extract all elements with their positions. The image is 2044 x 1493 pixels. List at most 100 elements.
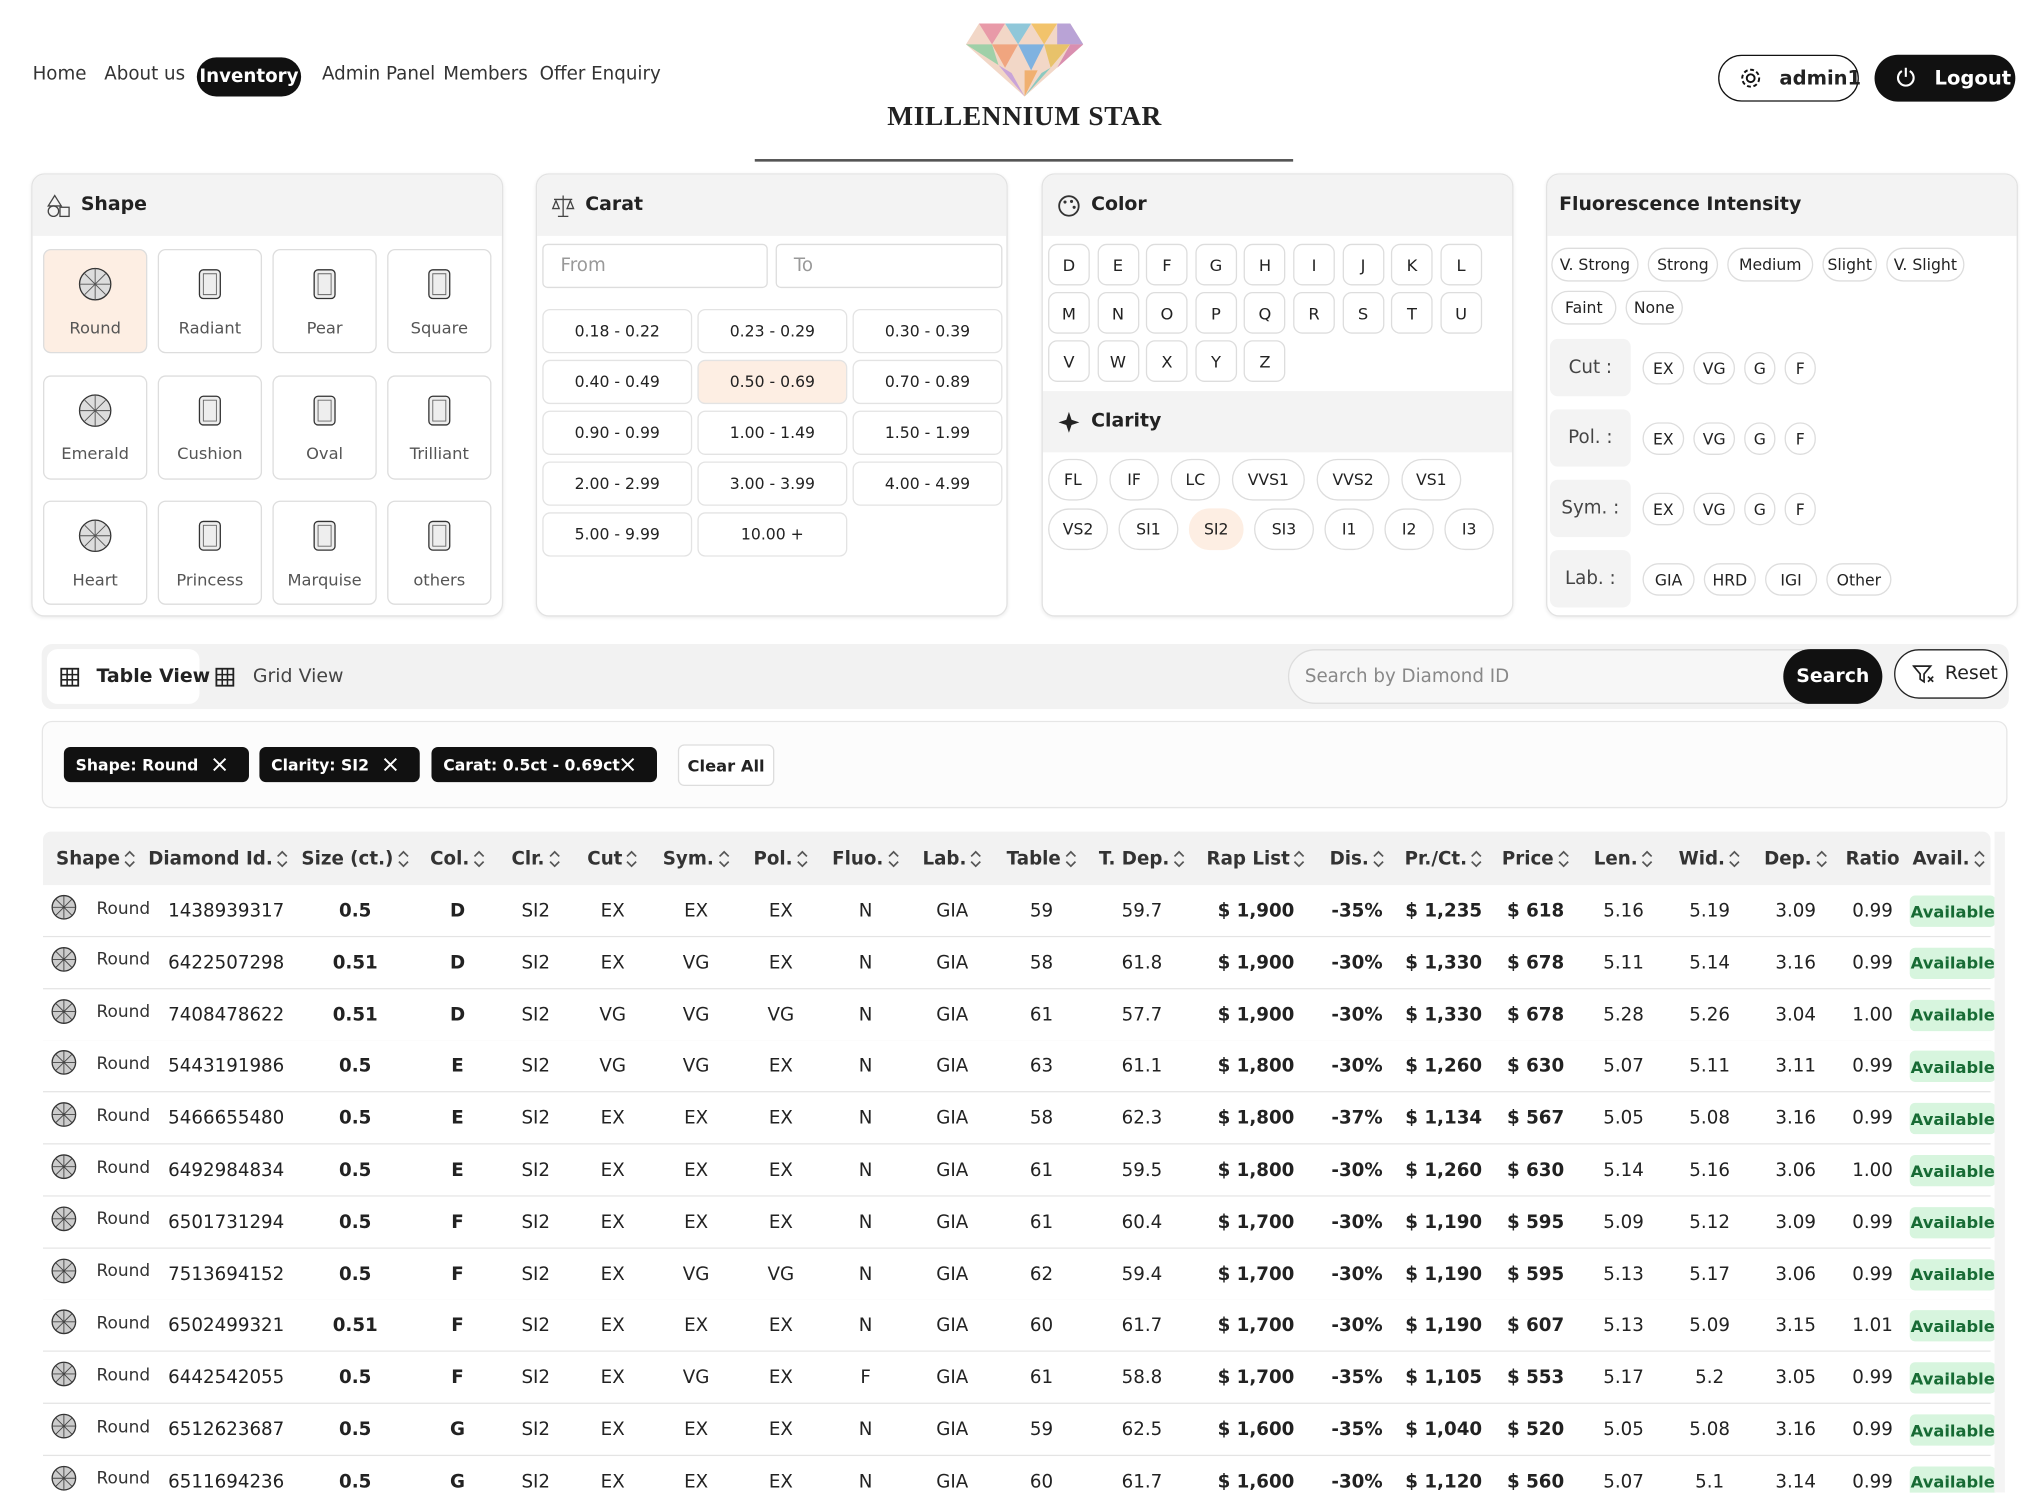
carat-range[interactable]: 3.00 - 3.99 (697, 461, 848, 506)
color-option[interactable]: O (1146, 291, 1188, 334)
search-button[interactable]: Search (1783, 649, 1883, 704)
carat-range[interactable]: 0.50 - 0.69 (697, 359, 848, 405)
clarity-option[interactable]: SI3 (1254, 508, 1314, 551)
color-option[interactable]: E (1097, 243, 1139, 286)
chip-remove[interactable] (383, 757, 397, 772)
color-option[interactable]: H (1244, 243, 1286, 286)
column-header[interactable]: Price (1490, 832, 1581, 885)
nav-link[interactable]: Home (32, 63, 87, 85)
carat-range[interactable]: 5.00 - 9.99 (542, 512, 693, 557)
grade-option[interactable]: IGI (1765, 563, 1818, 596)
column-header[interactable]: Pr./Ct. (1397, 832, 1490, 885)
color-option[interactable]: M (1048, 291, 1090, 334)
grade-option[interactable]: EX (1642, 351, 1685, 385)
carat-from[interactable]: From (542, 243, 768, 289)
search-input[interactable]: Search by Diamond ID (1287, 649, 1836, 704)
clarity-option[interactable]: I3 (1444, 508, 1494, 551)
column-header[interactable]: Col. (417, 832, 498, 885)
carat-range[interactable]: 10.00 + (697, 512, 848, 557)
grade-option[interactable]: HRD (1703, 563, 1756, 596)
grade-option[interactable]: F (1784, 422, 1816, 455)
shape-option[interactable]: Emerald (43, 374, 148, 480)
nav-link[interactable]: Inventory (196, 57, 302, 97)
fluorescence-option[interactable]: Slight (1822, 247, 1878, 282)
color-option[interactable]: R (1293, 291, 1335, 334)
column-header[interactable]: Len. (1581, 832, 1666, 885)
fluorescence-option[interactable]: V. Slight (1886, 247, 1965, 282)
shape-option[interactable]: Heart (43, 500, 148, 605)
column-header[interactable]: Dep. (1753, 832, 1838, 885)
carat-range[interactable]: 0.30 - 0.39 (852, 308, 1003, 354)
color-option[interactable]: N (1097, 291, 1139, 334)
shape-option[interactable]: Round (43, 248, 148, 354)
column-header[interactable]: Diamond Id. (143, 832, 293, 885)
color-option[interactable]: F (1146, 243, 1188, 286)
color-option[interactable]: P (1195, 291, 1237, 334)
clarity-option[interactable]: FL (1048, 458, 1098, 501)
table-view-button[interactable]: Table View (46, 649, 210, 704)
color-option[interactable]: D (1048, 243, 1090, 286)
color-option[interactable]: Q (1244, 291, 1286, 334)
column-header[interactable]: Dis. (1317, 832, 1398, 885)
clarity-option[interactable]: VS2 (1048, 508, 1109, 551)
grade-option[interactable]: EX (1642, 422, 1685, 455)
column-header[interactable]: Cut (574, 832, 652, 885)
grade-option[interactable]: Other (1826, 563, 1892, 596)
nav-link[interactable]: About us (104, 63, 186, 85)
fluorescence-option[interactable]: Faint (1551, 290, 1617, 325)
carat-range[interactable]: 0.18 - 0.22 (542, 308, 693, 354)
column-header[interactable]: Avail. (1907, 832, 1990, 885)
nav-link[interactable]: Admin Panel (321, 63, 436, 85)
grade-option[interactable]: VG (1693, 351, 1736, 385)
grade-option[interactable]: VG (1693, 492, 1736, 526)
carat-range[interactable]: 1.00 - 1.49 (697, 410, 848, 455)
color-option[interactable]: L (1440, 243, 1482, 286)
color-option[interactable]: Z (1244, 340, 1286, 382)
grade-option[interactable]: EX (1642, 492, 1685, 526)
color-option[interactable]: G (1195, 243, 1237, 286)
grade-option[interactable]: G (1744, 492, 1776, 526)
column-header[interactable]: Fluo. (821, 832, 910, 885)
clarity-option[interactable]: I1 (1324, 508, 1374, 551)
shape-option[interactable]: Marquise (272, 500, 377, 605)
shape-option[interactable]: Trilliant (387, 374, 492, 480)
grade-option[interactable]: G (1744, 422, 1776, 455)
clarity-option[interactable]: SI2 (1188, 508, 1244, 551)
column-header[interactable]: Wid. (1666, 832, 1753, 885)
color-option[interactable]: T (1391, 291, 1433, 334)
column-header[interactable]: Lab. (910, 832, 995, 885)
shape-option[interactable]: Radiant (157, 248, 263, 354)
grade-option[interactable]: F (1784, 492, 1816, 526)
grid-view-button[interactable]: Grid View (209, 649, 352, 704)
column-header[interactable]: T. Dep. (1088, 832, 1195, 885)
column-header[interactable]: Ratio (1838, 832, 1907, 885)
grade-option[interactable]: F (1784, 351, 1816, 385)
fluorescence-option[interactable]: Medium (1727, 247, 1814, 282)
clarity-option[interactable]: IF (1109, 458, 1159, 501)
color-option[interactable]: K (1391, 243, 1433, 286)
chip-remove[interactable] (620, 757, 635, 772)
grade-option[interactable]: GIA (1642, 563, 1695, 596)
color-option[interactable]: W (1097, 340, 1139, 382)
shape-option[interactable]: Pear (272, 248, 377, 354)
nav-link[interactable]: Members (443, 63, 528, 85)
chip-remove[interactable] (212, 757, 227, 772)
fluorescence-option[interactable]: None (1625, 290, 1683, 325)
column-header[interactable]: Pol. (740, 832, 821, 885)
user-button[interactable]: admin1 (1718, 54, 1861, 102)
carat-range[interactable]: 0.70 - 0.89 (852, 359, 1003, 405)
color-option[interactable]: Y (1195, 340, 1237, 382)
clear-all-button[interactable]: Clear All (677, 744, 775, 787)
carat-range[interactable]: 0.90 - 0.99 (542, 410, 693, 455)
carat-range[interactable]: 0.23 - 0.29 (697, 308, 848, 354)
carat-range[interactable]: 0.40 - 0.49 (542, 359, 693, 405)
column-header[interactable]: Table (995, 832, 1089, 885)
carat-range[interactable]: 2.00 - 2.99 (542, 461, 693, 506)
shape-option[interactable]: others (387, 500, 492, 605)
shape-option[interactable]: Princess (157, 500, 263, 605)
clarity-option[interactable]: VVS2 (1316, 458, 1390, 501)
carat-range[interactable]: 4.00 - 4.99 (852, 461, 1003, 506)
clarity-option[interactable]: VVS1 (1231, 458, 1305, 501)
carat-range[interactable]: 1.50 - 1.99 (852, 410, 1003, 455)
reset-button[interactable]: Reset (1894, 649, 2008, 699)
